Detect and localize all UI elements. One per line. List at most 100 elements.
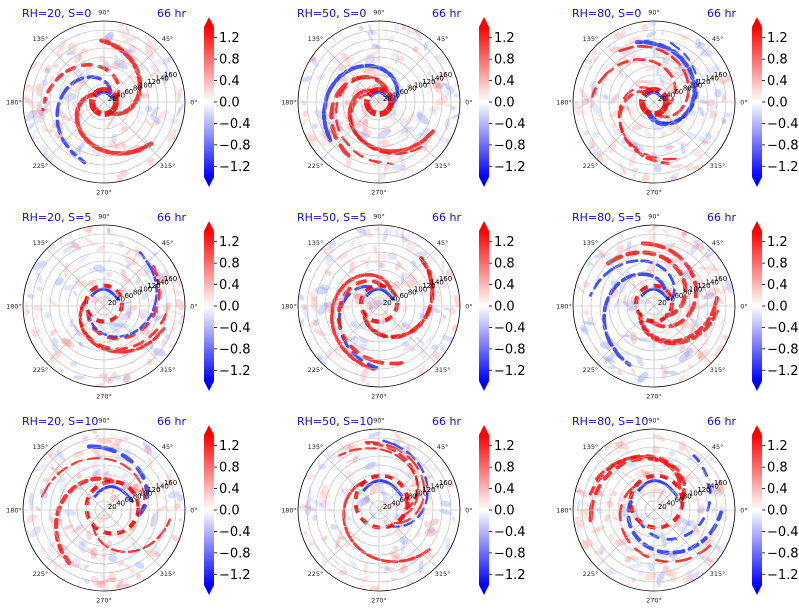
- field-texture: [599, 299, 603, 305]
- angular-gridline: [46, 44, 105, 103]
- field-texture: [693, 524, 700, 536]
- field-texture: [612, 491, 617, 497]
- field-texture: [398, 168, 407, 182]
- angular-tick-label: 315°: [435, 366, 451, 374]
- field-texture: [324, 348, 333, 359]
- field-texture: [302, 110, 309, 117]
- field-texture: [23, 96, 32, 102]
- colorbar-tick-label: 1.2: [494, 235, 515, 250]
- field-texture: [90, 148, 102, 155]
- polar-frame: [297, 428, 461, 592]
- field-texture: [119, 311, 133, 321]
- colorbar: −1.2 −0.8 −0.4 0.0 0.4 0.8 1.2: [479, 17, 526, 187]
- field-texture: [148, 457, 153, 468]
- field-texture: [24, 300, 30, 314]
- colorbar-tick-label: −0.4: [219, 525, 251, 540]
- colorbar-tick-label: 0.8: [219, 257, 240, 272]
- field-texture: [374, 259, 384, 267]
- angular-tick-label: 225°: [583, 366, 599, 374]
- angular-gridline: [653, 305, 712, 364]
- colorbar-tick-label: 0.0: [219, 300, 240, 315]
- colorbar: −1.2 −0.8 −0.4 0.0 0.4 0.8 1.2: [752, 17, 799, 187]
- field-texture: [586, 96, 595, 104]
- angular-tick-label: 180°: [6, 507, 22, 515]
- colorbar-tick-label: −0.8: [767, 138, 799, 153]
- positive-band: [347, 88, 436, 154]
- radial-tick-label: 20: [108, 95, 117, 103]
- field-texture: [673, 66, 683, 70]
- radial-tick-label: 100: [139, 81, 152, 89]
- field-texture: [396, 133, 407, 139]
- field-texture: [392, 545, 399, 552]
- field-texture: [312, 123, 318, 130]
- field-texture: [620, 27, 627, 38]
- field-texture: [360, 129, 373, 136]
- angular-gridline: [321, 44, 380, 103]
- colorbar: −1.2 −0.8 −0.4 0.0 0.4 0.8 1.2: [752, 425, 799, 595]
- colorbar-gradient: [204, 435, 214, 585]
- colorbar-tick-label: 0.0: [219, 504, 240, 519]
- field-texture: [80, 540, 88, 547]
- angular-gridline: [46, 305, 105, 364]
- field-texture: [656, 582, 662, 588]
- field-texture: [388, 225, 393, 236]
- field-texture: [618, 490, 627, 505]
- field-texture: [78, 466, 89, 473]
- field-texture: [415, 570, 421, 577]
- field-texture: [674, 70, 682, 77]
- field-texture: [706, 116, 712, 119]
- field-texture: [714, 484, 725, 497]
- field-texture: [340, 52, 350, 62]
- field-texture: [618, 69, 624, 78]
- field-texture: [177, 309, 182, 315]
- field-texture: [175, 289, 180, 295]
- angular-tick-label: 180°: [281, 303, 297, 311]
- field-texture: [173, 70, 180, 84]
- colorbar-tick-label: 1.2: [219, 235, 240, 250]
- positive-band: [640, 241, 699, 329]
- field-texture: [575, 489, 582, 493]
- field-texture: [57, 39, 66, 53]
- radial-tick-label: 120: [422, 282, 435, 290]
- polar-frame: [22, 224, 186, 388]
- radial-tick-label: 60: [399, 496, 408, 504]
- angular-tick-label: 180°: [281, 99, 297, 107]
- field-texture: [631, 54, 636, 60]
- field-texture: [628, 105, 637, 116]
- field-texture: [614, 32, 621, 39]
- field-texture: [418, 127, 431, 140]
- field-texture: [611, 121, 617, 129]
- field-texture: [135, 573, 142, 580]
- field-texture: [74, 81, 83, 94]
- field-texture: [416, 112, 429, 125]
- field-texture: [336, 487, 349, 495]
- field-texture: [605, 571, 614, 576]
- field-texture: [627, 555, 640, 561]
- field-texture: [349, 240, 356, 247]
- radial-tick-label: 140: [706, 482, 719, 490]
- field-texture: [622, 503, 627, 518]
- field-texture: [49, 541, 56, 547]
- field-texture: [118, 28, 129, 40]
- field-texture: [108, 321, 120, 334]
- field-texture: [72, 451, 84, 458]
- field-texture: [337, 328, 344, 335]
- field-texture: [440, 500, 452, 507]
- angular-tick-label: 270°: [96, 189, 112, 197]
- field-texture: [108, 571, 117, 583]
- angular-tick-label: 90°: [373, 417, 385, 425]
- field-texture: [623, 545, 629, 552]
- panel-time-label: 66 hr: [157, 7, 186, 20]
- negative-band: [87, 250, 158, 339]
- negative-band: [382, 439, 429, 528]
- positive-band: [618, 484, 712, 564]
- field-texture: [685, 163, 694, 172]
- angular-tick-label: 180°: [556, 303, 572, 311]
- field-texture: [125, 526, 134, 539]
- field-texture: [415, 288, 420, 293]
- angular-tick-label: 270°: [646, 393, 662, 401]
- field-texture: [117, 241, 125, 248]
- panel-time-label: 66 hr: [157, 415, 186, 428]
- field-texture: [401, 306, 409, 313]
- field-texture: [127, 525, 138, 531]
